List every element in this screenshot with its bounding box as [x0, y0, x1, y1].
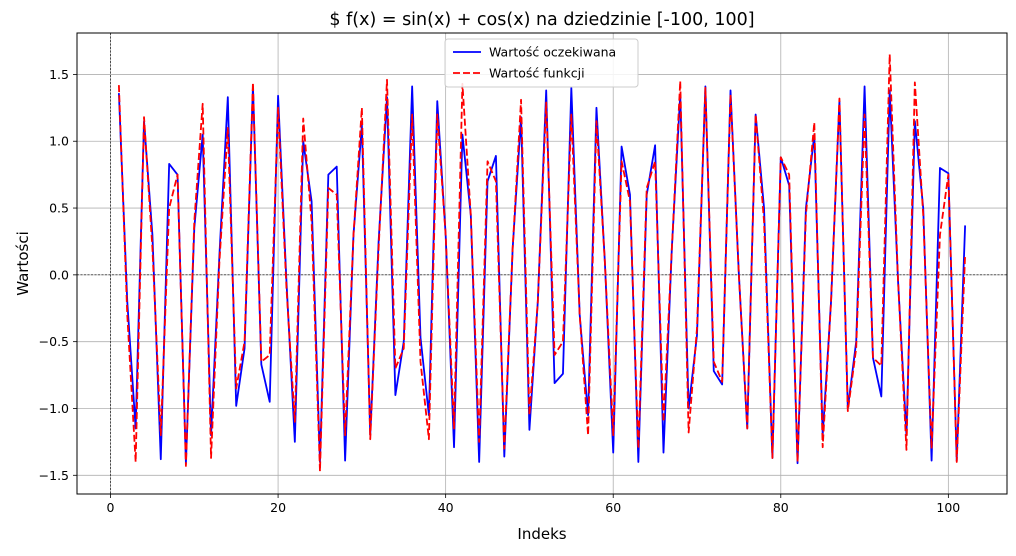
series-group — [117, 53, 967, 473]
y-tick-label: −1.0 — [39, 401, 69, 416]
y-tick-label: −1.5 — [39, 468, 69, 483]
y-axis-title: Wartości — [14, 231, 32, 296]
y-tick-label: 1.5 — [49, 67, 69, 82]
x-tick-label: 20 — [270, 500, 286, 515]
plot-frame — [76, 32, 1008, 495]
y-tick-label: 0.0 — [49, 267, 69, 282]
y-tick-label: −0.5 — [39, 334, 69, 349]
x-axis-title: Indeks — [517, 525, 566, 543]
series-line-function — [117, 53, 967, 473]
y-tick-label: 0.5 — [49, 201, 69, 216]
legend-label-expected: Wartość oczekiwana — [489, 45, 616, 60]
legend-label-function: Wartość funkcji — [489, 66, 585, 81]
chart-title: $ f(x) = sin(x) + cos(x) na dziedzinie [… — [329, 10, 754, 30]
legend: Wartość oczekiwana Wartość funkcji — [444, 38, 639, 88]
x-tick-label: 80 — [773, 500, 789, 515]
x-tick-label: 0 — [107, 500, 115, 515]
legend-box — [444, 38, 639, 88]
y-tick-label: 1.0 — [49, 134, 69, 149]
x-axis-ticks: 0 20 40 60 80 100 — [107, 494, 960, 515]
x-tick-label: 100 — [936, 500, 960, 515]
y-axis-ticks: −1.5 −1.0 −0.5 0.0 0.5 1.0 1.5 — [39, 67, 77, 483]
x-tick-label: 60 — [605, 500, 621, 515]
x-tick-label: 40 — [438, 500, 454, 515]
